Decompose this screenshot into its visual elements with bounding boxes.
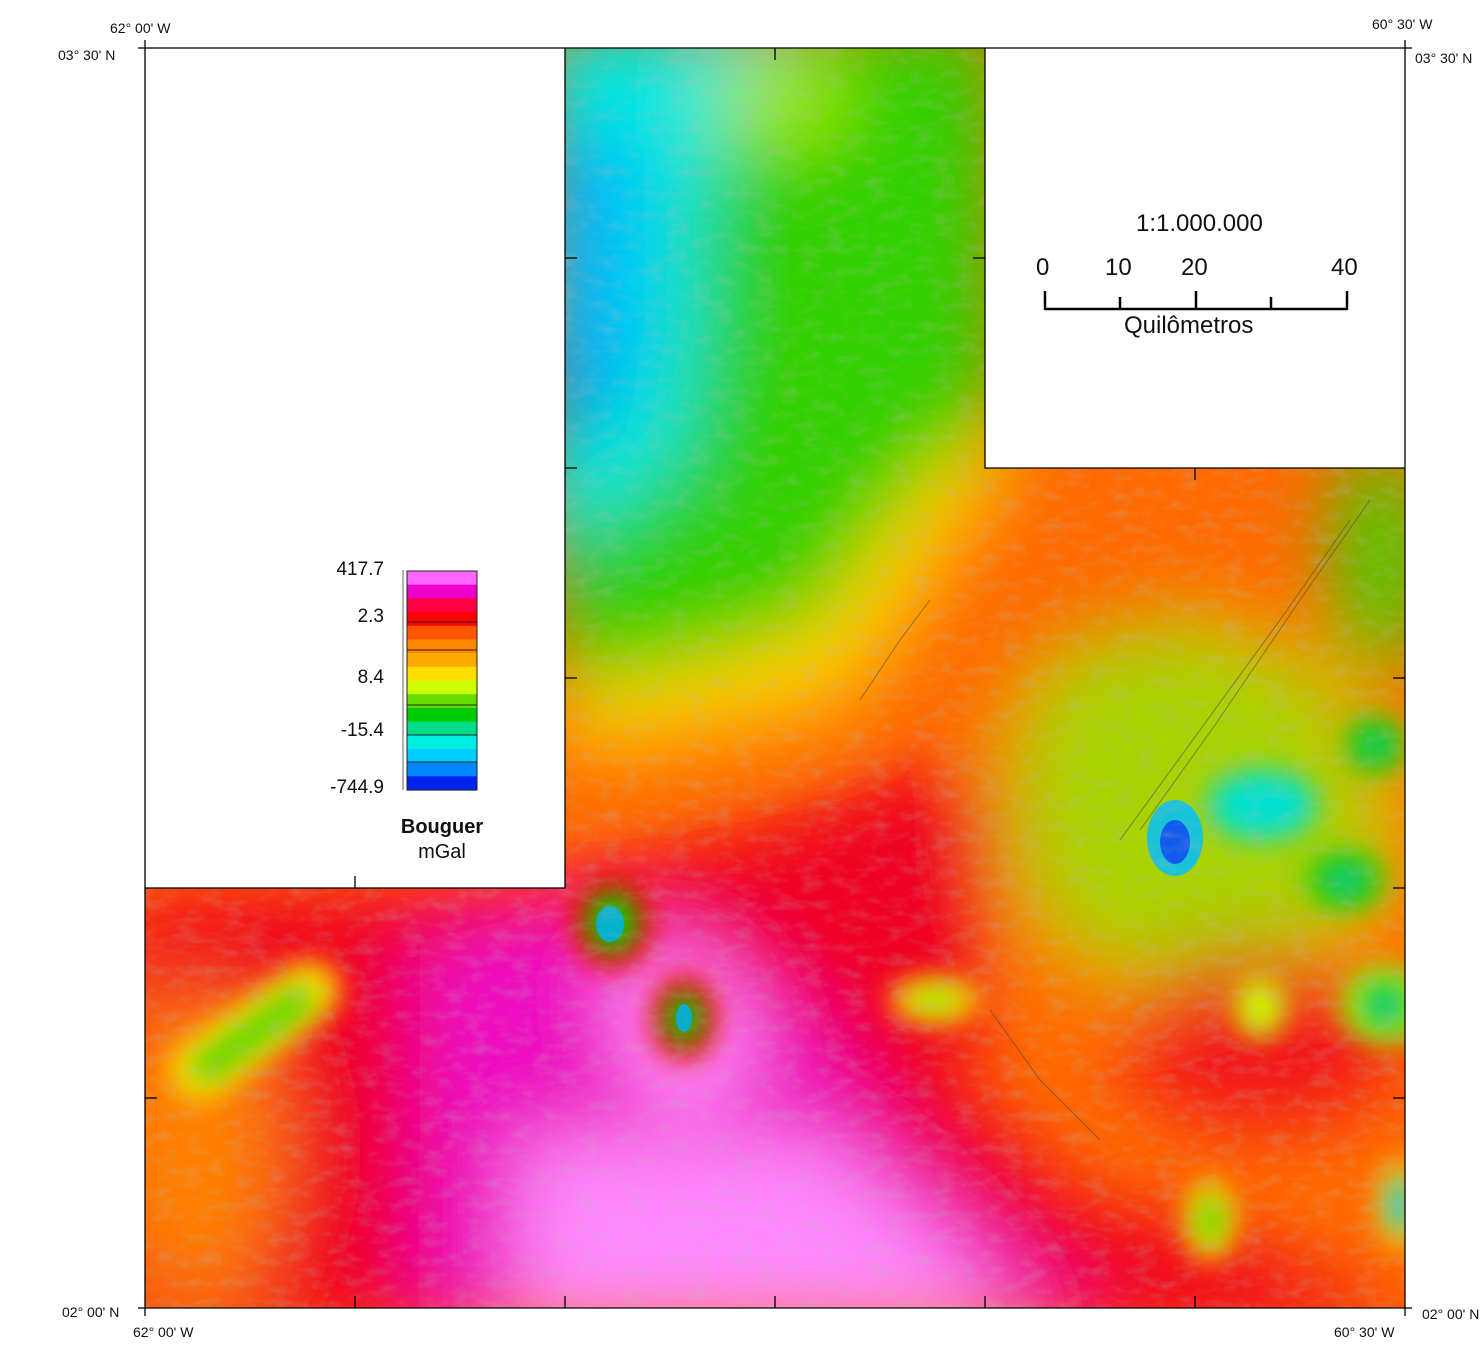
scale-bar — [1043, 291, 1349, 311]
legend-color-band — [407, 639, 477, 654]
legend-color-band — [407, 707, 477, 723]
label-top-left-latitude: 03° 30' N — [58, 47, 116, 63]
scale-tick-label: 20 — [1181, 254, 1208, 281]
legend-color-band — [407, 680, 477, 695]
scale-ratio: 1:1.000.000 — [1136, 210, 1263, 237]
label-bottom-right-longitude: 60° 30' W — [1334, 1324, 1395, 1340]
scale-tick-label: 40 — [1331, 254, 1358, 281]
label-top-right-latitude: 03° 30' N — [1415, 50, 1473, 66]
legend-value-label: 417.7 — [336, 559, 384, 580]
grid-ticks — [145, 48, 1405, 1308]
legend-color-band — [407, 748, 477, 764]
legend-color-band — [407, 598, 477, 613]
legend-color-band — [407, 584, 477, 599]
legend-unit: mGal — [418, 841, 466, 863]
label-bottom-left-latitude: 02° 00' N — [62, 1304, 120, 1320]
legend-color-band — [407, 625, 477, 641]
legend-color-bar — [406, 570, 478, 791]
scale-unit-label: Quilômetros — [1124, 312, 1254, 339]
legend-title: Bouguer — [400, 816, 484, 838]
legend-value-label: 2.3 — [357, 606, 384, 627]
legend-color-band — [407, 776, 477, 791]
scale-tick-label: 0 — [1036, 254, 1050, 281]
label-top-left-longitude: 62° 00' W — [110, 20, 171, 36]
legend-color-band — [407, 653, 477, 668]
legend-color-band — [407, 721, 477, 736]
legend-color-band — [407, 612, 477, 627]
legend-color-band — [407, 735, 477, 750]
legend-value-label: -744.9 — [330, 777, 384, 798]
legend-color-band — [407, 666, 477, 682]
legend-border — [406, 570, 478, 791]
legend-color-band — [407, 762, 477, 777]
scale-tick-label: 10 — [1105, 254, 1132, 281]
legend-color-band — [407, 571, 477, 586]
legend-value-label: -15.4 — [340, 720, 384, 741]
label-top-right-longitude: 60° 30' W — [1372, 16, 1433, 32]
label-bottom-left-longitude: 62° 00' W — [133, 1324, 194, 1340]
legend-value-label: 8.4 — [357, 667, 384, 688]
anomaly-field — [145, 48, 1405, 1308]
legend-color-band — [407, 694, 477, 709]
label-bottom-right-latitude: 02° 00' N — [1422, 1306, 1480, 1322]
